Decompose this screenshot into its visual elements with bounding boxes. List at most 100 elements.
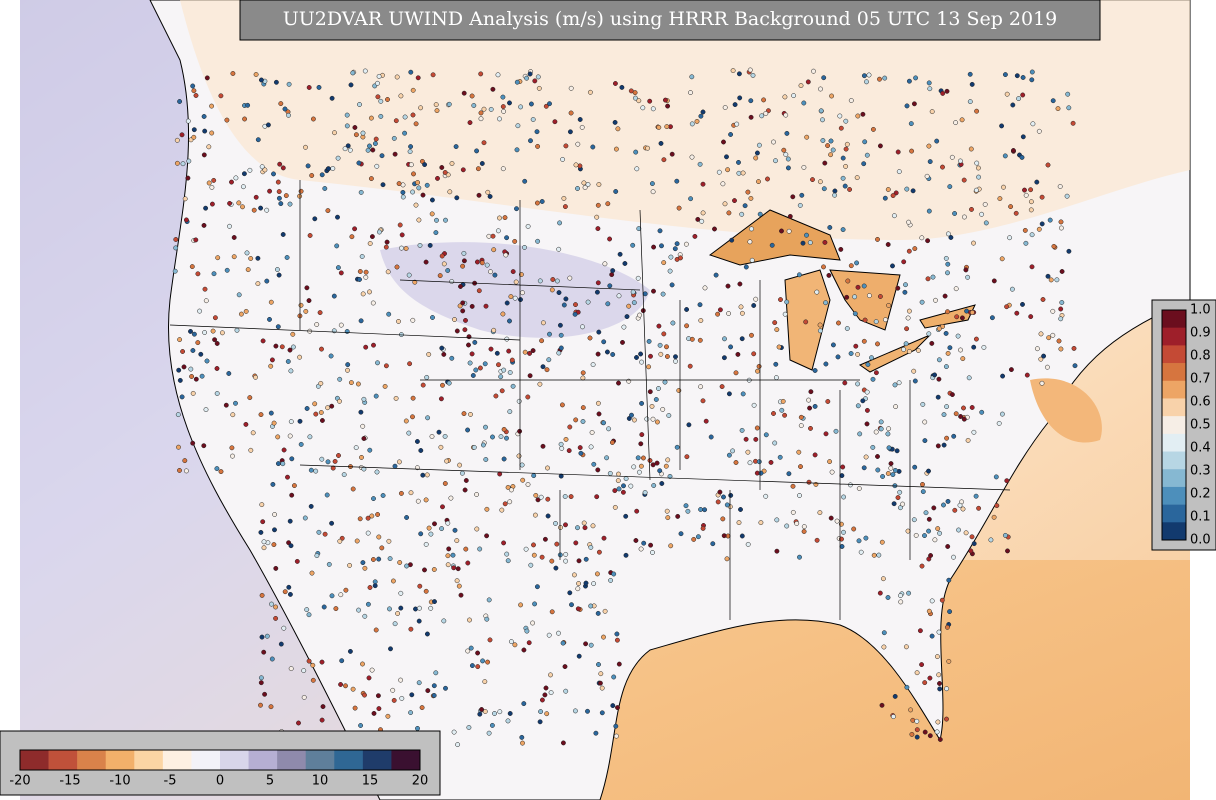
observation-dot <box>870 444 876 450</box>
observation-dot <box>661 260 667 266</box>
observation-dot <box>303 308 309 314</box>
observation-dot <box>538 494 544 500</box>
observation-dot <box>193 93 199 98</box>
observation-dot <box>568 85 574 91</box>
observation-dot <box>416 680 422 686</box>
observation-dot <box>994 503 1000 509</box>
observation-dot <box>969 405 975 410</box>
observation-dot <box>423 541 429 547</box>
observation-dot <box>573 417 579 423</box>
observation-dot <box>443 685 448 691</box>
observation-dot <box>637 312 643 318</box>
observation-dot <box>745 449 751 455</box>
observation-dot <box>807 405 813 411</box>
observation-dot <box>375 94 381 100</box>
observation-dot <box>678 255 683 261</box>
observation-dot <box>258 77 264 83</box>
observation-dot <box>844 294 850 300</box>
observation-dot <box>275 434 281 440</box>
observation-dot <box>191 127 197 133</box>
observation-dot <box>587 335 593 341</box>
observation-dot <box>452 317 457 322</box>
observation-dot <box>946 577 952 583</box>
observation-dot <box>393 395 399 401</box>
observation-dot <box>392 151 398 157</box>
observation-dot <box>466 342 471 348</box>
observation-dot <box>370 147 376 153</box>
observation-dot <box>264 633 270 639</box>
observation-dot <box>317 310 323 316</box>
observation-dot <box>945 498 951 504</box>
observation-dot <box>544 711 550 717</box>
observation-dot <box>319 717 325 723</box>
obs-colorbar-label: 0.3 <box>1190 464 1211 479</box>
observation-dot <box>345 143 351 149</box>
observation-dot <box>926 143 932 149</box>
observation-dot <box>571 572 577 578</box>
observation-dot <box>971 240 976 246</box>
observation-dot <box>623 476 629 482</box>
observation-dot <box>753 296 759 302</box>
observation-dot <box>495 228 501 234</box>
observation-dot <box>739 427 745 433</box>
observation-dot <box>316 84 322 90</box>
observation-dot <box>749 332 754 338</box>
observation-dot <box>508 639 514 645</box>
observation-dot <box>416 217 422 223</box>
observation-dot <box>365 515 371 521</box>
observation-dot <box>461 258 467 264</box>
observation-dot <box>488 269 493 275</box>
observation-dot <box>318 410 324 415</box>
observation-dot <box>854 260 860 266</box>
observation-dot <box>276 189 282 195</box>
observation-dot <box>608 577 614 583</box>
observation-dot <box>941 442 947 448</box>
observation-dot <box>822 160 828 166</box>
observation-dot <box>880 474 886 479</box>
observation-dot <box>756 179 761 185</box>
observation-dot <box>445 562 451 568</box>
observation-dot <box>412 279 418 285</box>
observation-dot <box>665 457 671 463</box>
observation-dot <box>557 322 563 328</box>
observation-dot <box>485 659 491 665</box>
observation-dot <box>454 578 460 584</box>
observation-dot <box>715 499 721 505</box>
observation-dot <box>630 242 636 248</box>
observation-dot <box>268 704 274 710</box>
observation-dot <box>722 201 728 207</box>
observation-dot <box>201 114 207 119</box>
observation-dot <box>944 716 949 722</box>
observation-dot <box>360 661 365 667</box>
observation-dot <box>842 380 848 386</box>
observation-dot <box>863 535 869 541</box>
observation-dot <box>953 120 959 126</box>
observation-dot <box>801 529 807 534</box>
observation-dot <box>1016 96 1022 102</box>
wind-colorbar-label: 5 <box>266 774 274 789</box>
observation-dot <box>1050 332 1056 338</box>
observation-dot <box>472 339 478 345</box>
observation-dot <box>203 205 209 211</box>
observation-dot <box>396 181 402 187</box>
observation-dot <box>747 460 753 466</box>
observation-dot <box>484 262 490 268</box>
observation-dot <box>404 515 410 520</box>
observation-dot <box>855 284 861 290</box>
observation-dot <box>332 130 337 136</box>
observation-dot <box>347 562 353 568</box>
observation-dot <box>699 218 705 224</box>
observation-dot <box>176 444 181 450</box>
observation-dot <box>294 558 300 564</box>
observation-dot <box>236 292 242 298</box>
observation-dot <box>905 315 911 321</box>
observation-dot <box>905 528 911 534</box>
observation-dot <box>906 78 912 84</box>
observation-dot <box>268 363 274 369</box>
observation-dot <box>463 317 468 323</box>
observation-dot <box>309 173 315 178</box>
observation-dot <box>360 291 366 297</box>
observation-dot <box>298 302 304 308</box>
observation-dot <box>926 331 932 337</box>
observation-dot <box>487 637 493 643</box>
